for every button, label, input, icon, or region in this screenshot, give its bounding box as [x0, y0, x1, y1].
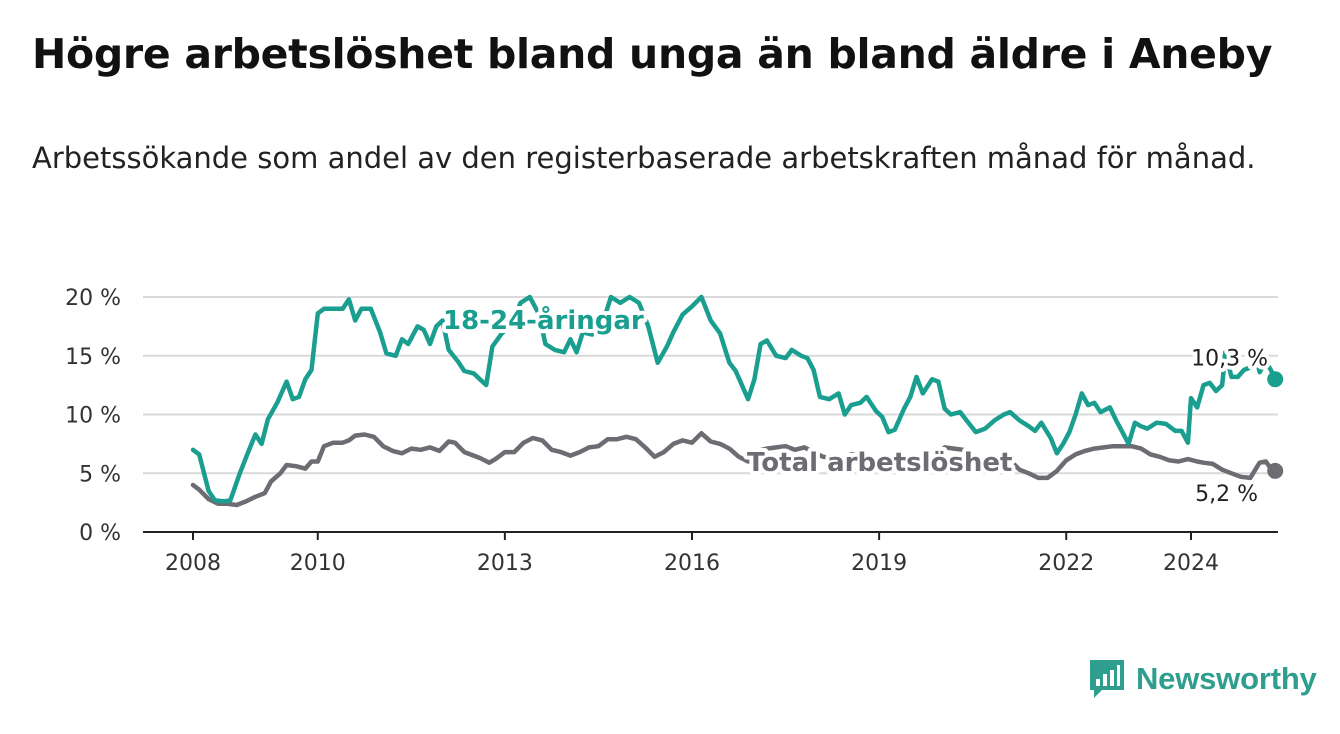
newsworthy-logo-icon: [1090, 660, 1124, 698]
y-tick-label: 5 %: [79, 462, 121, 487]
svg-text:18-24-åringar: 18-24-åringar: [443, 304, 644, 336]
x-tick-label: 2024: [1163, 551, 1219, 576]
newsworthy-brand[interactable]: Newsworthy: [1088, 658, 1317, 700]
svg-text:10,3 %: 10,3 %: [1191, 346, 1268, 371]
y-tick-label: 15 %: [65, 345, 121, 370]
end-label-total: 5,2 %5,2 %: [1191, 478, 1262, 511]
svg-text:Total arbetslöshet: Total arbetslöshet: [747, 448, 1012, 478]
x-tick-label: 2008: [165, 551, 221, 576]
y-axis-tick-labels: 0 % 5 % 10 % 15 % 20 %: [65, 286, 121, 546]
chart-gridlines: [143, 296, 1278, 533]
series-line-18-24: [190, 294, 1278, 504]
svg-text:5,2 %: 5,2 %: [1195, 482, 1258, 507]
x-tick-label: 2019: [851, 551, 907, 576]
brand-name: Newsworthy: [1136, 661, 1317, 696]
end-label-18-24: 10,3 %10,3 %: [1187, 342, 1272, 375]
x-tick-label: 2016: [664, 551, 720, 576]
x-tick-label: 2013: [477, 551, 533, 576]
y-tick-label: 0 %: [79, 521, 121, 546]
chart-series: [190, 294, 1284, 508]
svg-text:Total arbetslöshet: Total arbetslöshet: [747, 448, 1012, 478]
series-line-total: [190, 431, 1278, 508]
x-axis-ticks: 2008 2010 2013 2016 2019 2022 2024: [165, 532, 1219, 576]
endpoint-marker-total: [1267, 462, 1284, 479]
svg-text:18-24-åringar: 18-24-åringar: [443, 304, 644, 336]
endpoint-marker-18-24: [1267, 371, 1284, 388]
chart-title: Högre arbetslöshet bland unga än bland ä…: [32, 30, 1273, 78]
svg-text:5,2 %: 5,2 %: [1195, 482, 1258, 507]
svg-text:10,3 %: 10,3 %: [1191, 346, 1268, 371]
x-tick-label: 2010: [290, 551, 346, 576]
y-tick-label: 10 %: [65, 404, 121, 429]
chart-subtitle: Arbetssökande som andel av den registerb…: [32, 141, 1256, 175]
x-tick-label: 2022: [1038, 551, 1094, 576]
y-tick-label: 20 %: [65, 286, 121, 311]
